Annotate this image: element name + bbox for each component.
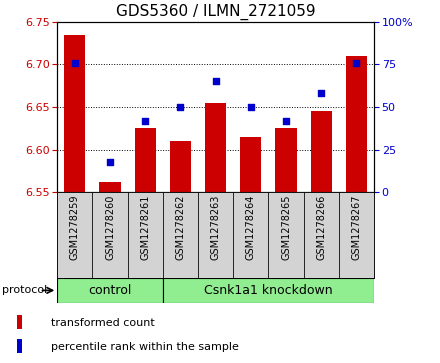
Bar	[170, 141, 191, 192]
Text: GSM1278267: GSM1278267	[352, 195, 361, 260]
Point	[142, 118, 149, 124]
Bar	[57, 278, 163, 303]
Bar	[304, 192, 339, 278]
Bar	[275, 129, 297, 192]
Bar	[163, 278, 374, 303]
Bar	[57, 192, 92, 278]
Bar	[311, 111, 332, 192]
Point	[282, 118, 290, 124]
Text: transformed count: transformed count	[51, 318, 155, 328]
Text: GSM1278262: GSM1278262	[176, 195, 185, 260]
Point	[212, 79, 219, 85]
Bar	[92, 192, 128, 278]
Bar	[135, 129, 156, 192]
Text: GSM1278259: GSM1278259	[70, 195, 80, 260]
Bar	[17, 339, 22, 353]
Text: GSM1278266: GSM1278266	[316, 195, 326, 260]
Point	[247, 104, 254, 110]
Point	[71, 60, 78, 66]
Bar	[163, 192, 198, 278]
Point	[177, 104, 184, 110]
Text: GSM1278261: GSM1278261	[140, 195, 150, 260]
Bar	[240, 137, 261, 192]
Point	[106, 159, 114, 164]
Bar	[268, 192, 304, 278]
Text: GSM1278264: GSM1278264	[246, 195, 256, 260]
Bar	[233, 192, 268, 278]
Text: Csnk1a1 knockdown: Csnk1a1 knockdown	[204, 284, 333, 297]
Title: GDS5360 / ILMN_2721059: GDS5360 / ILMN_2721059	[116, 4, 315, 20]
Point	[318, 90, 325, 96]
Bar	[346, 56, 367, 192]
Point	[353, 60, 360, 66]
Text: control: control	[88, 284, 132, 297]
Text: percentile rank within the sample: percentile rank within the sample	[51, 342, 239, 352]
Bar	[17, 315, 22, 329]
Bar	[198, 192, 233, 278]
Bar	[128, 192, 163, 278]
Text: GSM1278263: GSM1278263	[211, 195, 220, 260]
Bar	[99, 182, 121, 192]
Text: protocol: protocol	[2, 285, 48, 295]
Text: GSM1278260: GSM1278260	[105, 195, 115, 260]
Bar	[339, 192, 374, 278]
Text: GSM1278265: GSM1278265	[281, 195, 291, 260]
Bar	[205, 103, 226, 192]
Bar	[64, 34, 85, 192]
